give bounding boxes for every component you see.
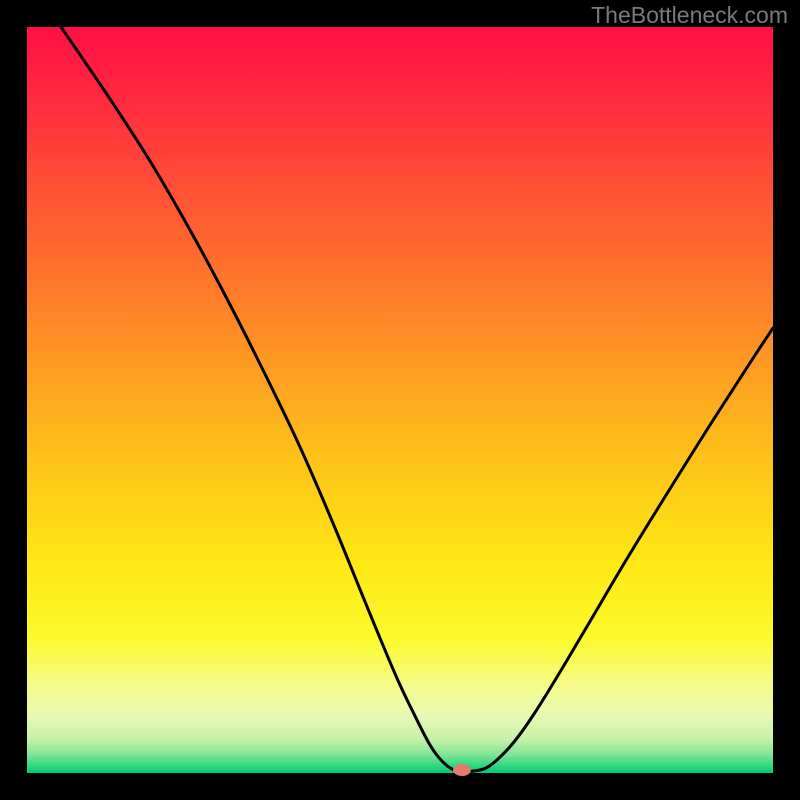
- watermark-text: TheBottleneck.com: [591, 2, 788, 29]
- bottleneck-chart: [0, 0, 800, 800]
- optimal-point-marker: [453, 764, 471, 776]
- chart-container: TheBottleneck.com: [0, 0, 800, 800]
- plot-background: [27, 27, 773, 773]
